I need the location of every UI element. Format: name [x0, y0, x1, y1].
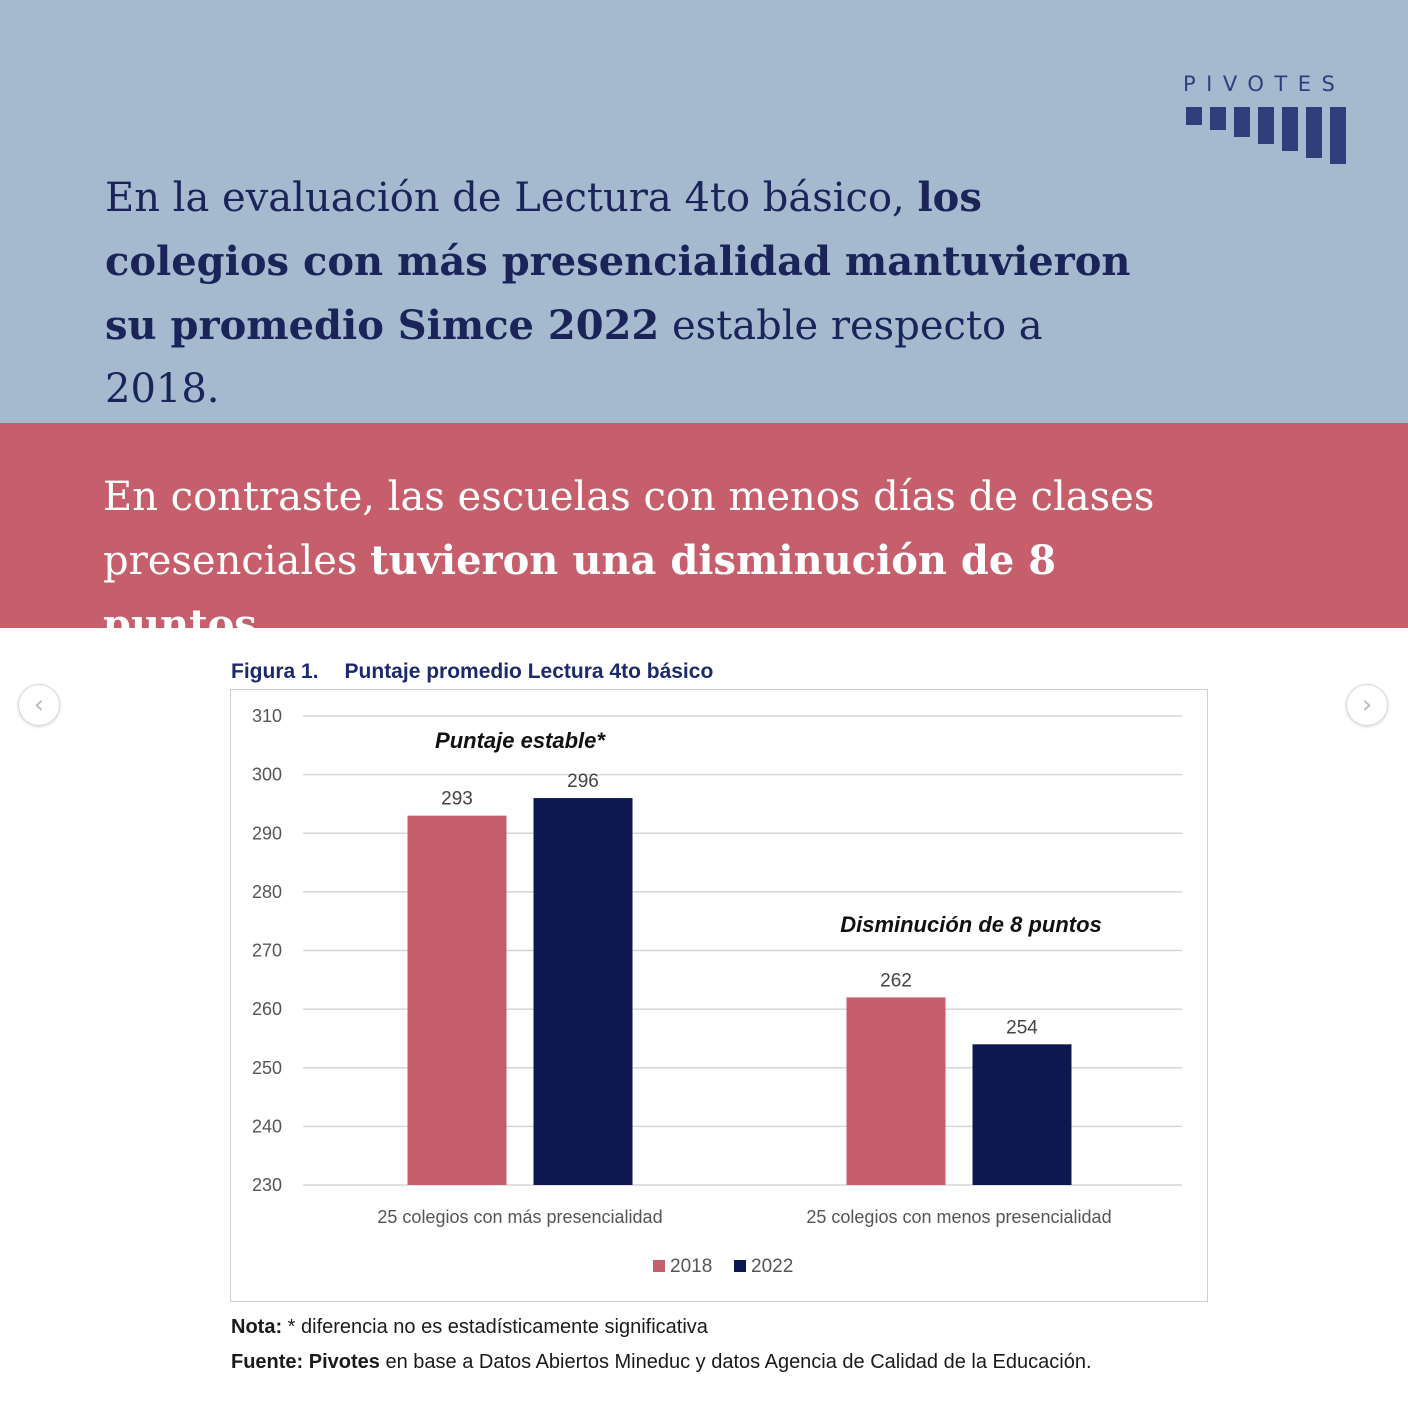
figure-label: Figura 1.	[231, 660, 319, 683]
legend-swatch	[734, 1260, 746, 1272]
x-tick-label: 25 colegios con más presencialidad	[377, 1207, 662, 1227]
annotation: Disminución de 8 puntos	[840, 912, 1102, 937]
note-label: Nota:	[231, 1316, 283, 1338]
y-tick-label: 240	[252, 1116, 282, 1136]
data-label: 296	[567, 771, 599, 792]
y-tick-label: 300	[252, 765, 282, 785]
note-text: * diferencia no es estadísticamente sign…	[282, 1316, 708, 1338]
contrast-text-start: En contraste, las escuelas con menos día…	[103, 474, 1155, 584]
data-label: 254	[1006, 1017, 1038, 1038]
annotation: Puntaje estable*	[435, 728, 606, 753]
prev-slide-button[interactable]: ‹	[18, 684, 60, 726]
bar	[846, 997, 946, 1185]
contrast-band	[0, 423, 1408, 628]
chevron-right-icon: ›	[1361, 690, 1373, 720]
source-label: Fuente: Pivotes	[231, 1351, 380, 1373]
headline-bold: los colegios con más presencialidad mant…	[105, 174, 1131, 349]
legend-swatch	[653, 1260, 665, 1272]
bar-chart: 230 240 250 260 270 280 290 300 310 293 296 25 cole…	[252, 706, 1182, 1277]
y-tick-label: 280	[252, 882, 282, 902]
headline: En la evaluación de Lectura 4to básico, …	[105, 166, 1145, 421]
next-slide-button[interactable]: ›	[1346, 684, 1388, 726]
contrast-text: En contraste, las escuelas con menos día…	[103, 466, 1203, 657]
chart-panel	[0, 628, 1408, 1410]
logo-text: PIVOTES	[1183, 72, 1346, 96]
legend-label: 2022	[751, 1256, 793, 1277]
x-tick-label: 25 colegios con menos presencialidad	[806, 1207, 1111, 1227]
chart-frame	[230, 689, 1208, 1302]
y-tick-label: 290	[252, 823, 282, 843]
logo-bars-icon	[1186, 107, 1346, 164]
bar	[972, 1044, 1072, 1185]
headline-text: En la evaluación de Lectura 4to básico,	[105, 175, 918, 221]
y-tick-label: 260	[252, 999, 282, 1019]
data-label: 262	[880, 970, 912, 991]
figure-title: Figura 1. Puntaje promedio Lectura 4to bá…	[231, 660, 713, 684]
y-tick-label: 270	[252, 941, 282, 961]
chevron-left-icon: ‹	[33, 690, 45, 720]
top-band	[0, 0, 1408, 423]
pivotes-logo: PIVOTES	[1183, 72, 1353, 164]
source: Fuente: Pivotes en base a Datos Abiertos…	[231, 1351, 1092, 1374]
contrast-bold: tuvieron una disminución de 8 puntos.	[103, 537, 1057, 648]
headline-text-end: estable respecto a 2018.	[105, 303, 1043, 412]
bar	[407, 815, 507, 1185]
y-tick-label: 250	[252, 1058, 282, 1078]
data-label: 293	[441, 789, 473, 810]
figure-title-text: Puntaje promedio Lectura 4to básico	[344, 660, 714, 683]
bar	[533, 798, 633, 1185]
y-tick-label: 230	[252, 1175, 282, 1195]
legend-label: 2018	[670, 1256, 712, 1277]
note: Nota: * diferencia no es estadísticament…	[231, 1316, 708, 1339]
source-text: en base a Datos Abiertos Mineduc y datos…	[379, 1351, 1092, 1373]
y-tick-label: 310	[252, 706, 282, 726]
